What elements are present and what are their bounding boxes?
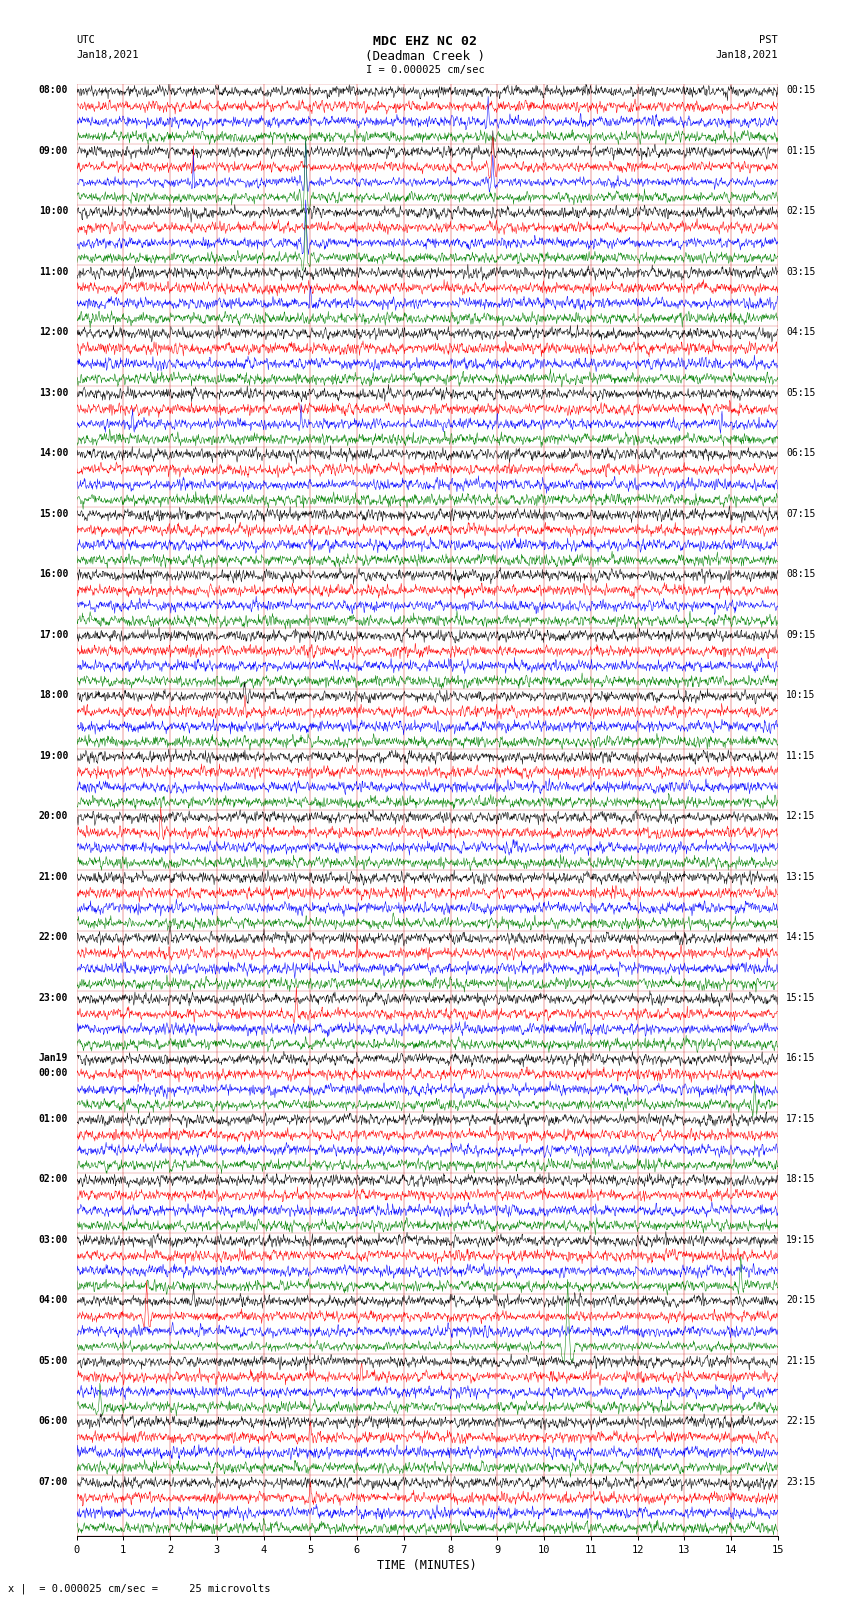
Text: 20:00: 20:00 (39, 811, 68, 821)
Text: 17:15: 17:15 (786, 1113, 815, 1124)
Text: 06:00: 06:00 (39, 1416, 68, 1426)
Text: 22:00: 22:00 (39, 932, 68, 942)
Text: Jan18,2021: Jan18,2021 (715, 50, 778, 60)
Text: 23:15: 23:15 (786, 1476, 815, 1487)
Text: 12:00: 12:00 (39, 327, 68, 337)
Text: 16:15: 16:15 (786, 1053, 815, 1063)
Text: 11:15: 11:15 (786, 750, 815, 761)
Text: 08:15: 08:15 (786, 569, 815, 579)
Text: 21:00: 21:00 (39, 871, 68, 882)
Text: 19:15: 19:15 (786, 1234, 815, 1245)
Text: 03:00: 03:00 (39, 1234, 68, 1245)
Text: 20:15: 20:15 (786, 1295, 815, 1305)
Text: 00:00: 00:00 (39, 1068, 68, 1079)
Text: 05:15: 05:15 (786, 387, 815, 398)
Text: 15:00: 15:00 (39, 508, 68, 519)
Text: 05:00: 05:00 (39, 1355, 68, 1366)
Text: 18:00: 18:00 (39, 690, 68, 700)
Text: (Deadman Creek ): (Deadman Creek ) (365, 50, 485, 63)
Text: 16:00: 16:00 (39, 569, 68, 579)
Text: 14:15: 14:15 (786, 932, 815, 942)
Text: PST: PST (759, 35, 778, 45)
Text: Jan19: Jan19 (39, 1053, 68, 1063)
Text: 19:00: 19:00 (39, 750, 68, 761)
Text: 04:15: 04:15 (786, 327, 815, 337)
Text: 06:15: 06:15 (786, 448, 815, 458)
Text: 09:00: 09:00 (39, 145, 68, 156)
Text: MDC EHZ NC 02: MDC EHZ NC 02 (373, 35, 477, 48)
Text: 15:15: 15:15 (786, 992, 815, 1003)
Text: 13:00: 13:00 (39, 387, 68, 398)
Text: 22:15: 22:15 (786, 1416, 815, 1426)
X-axis label: TIME (MINUTES): TIME (MINUTES) (377, 1558, 477, 1571)
Text: 09:15: 09:15 (786, 629, 815, 640)
Text: 18:15: 18:15 (786, 1174, 815, 1184)
Text: 01:00: 01:00 (39, 1113, 68, 1124)
Text: 02:15: 02:15 (786, 206, 815, 216)
Text: 14:00: 14:00 (39, 448, 68, 458)
Text: 04:00: 04:00 (39, 1295, 68, 1305)
Text: UTC: UTC (76, 35, 95, 45)
Text: 00:15: 00:15 (786, 85, 815, 95)
Text: 03:15: 03:15 (786, 266, 815, 277)
Text: 21:15: 21:15 (786, 1355, 815, 1366)
Text: 12:15: 12:15 (786, 811, 815, 821)
Text: x |  = 0.000025 cm/sec =     25 microvolts: x | = 0.000025 cm/sec = 25 microvolts (8, 1582, 271, 1594)
Text: 23:00: 23:00 (39, 992, 68, 1003)
Text: 10:15: 10:15 (786, 690, 815, 700)
Text: 02:00: 02:00 (39, 1174, 68, 1184)
Text: 17:00: 17:00 (39, 629, 68, 640)
Text: 10:00: 10:00 (39, 206, 68, 216)
Text: 11:00: 11:00 (39, 266, 68, 277)
Text: 07:00: 07:00 (39, 1476, 68, 1487)
Text: Jan18,2021: Jan18,2021 (76, 50, 139, 60)
Text: I = 0.000025 cm/sec: I = 0.000025 cm/sec (366, 65, 484, 74)
Text: 08:00: 08:00 (39, 85, 68, 95)
Text: 07:15: 07:15 (786, 508, 815, 519)
Text: 13:15: 13:15 (786, 871, 815, 882)
Text: 01:15: 01:15 (786, 145, 815, 156)
